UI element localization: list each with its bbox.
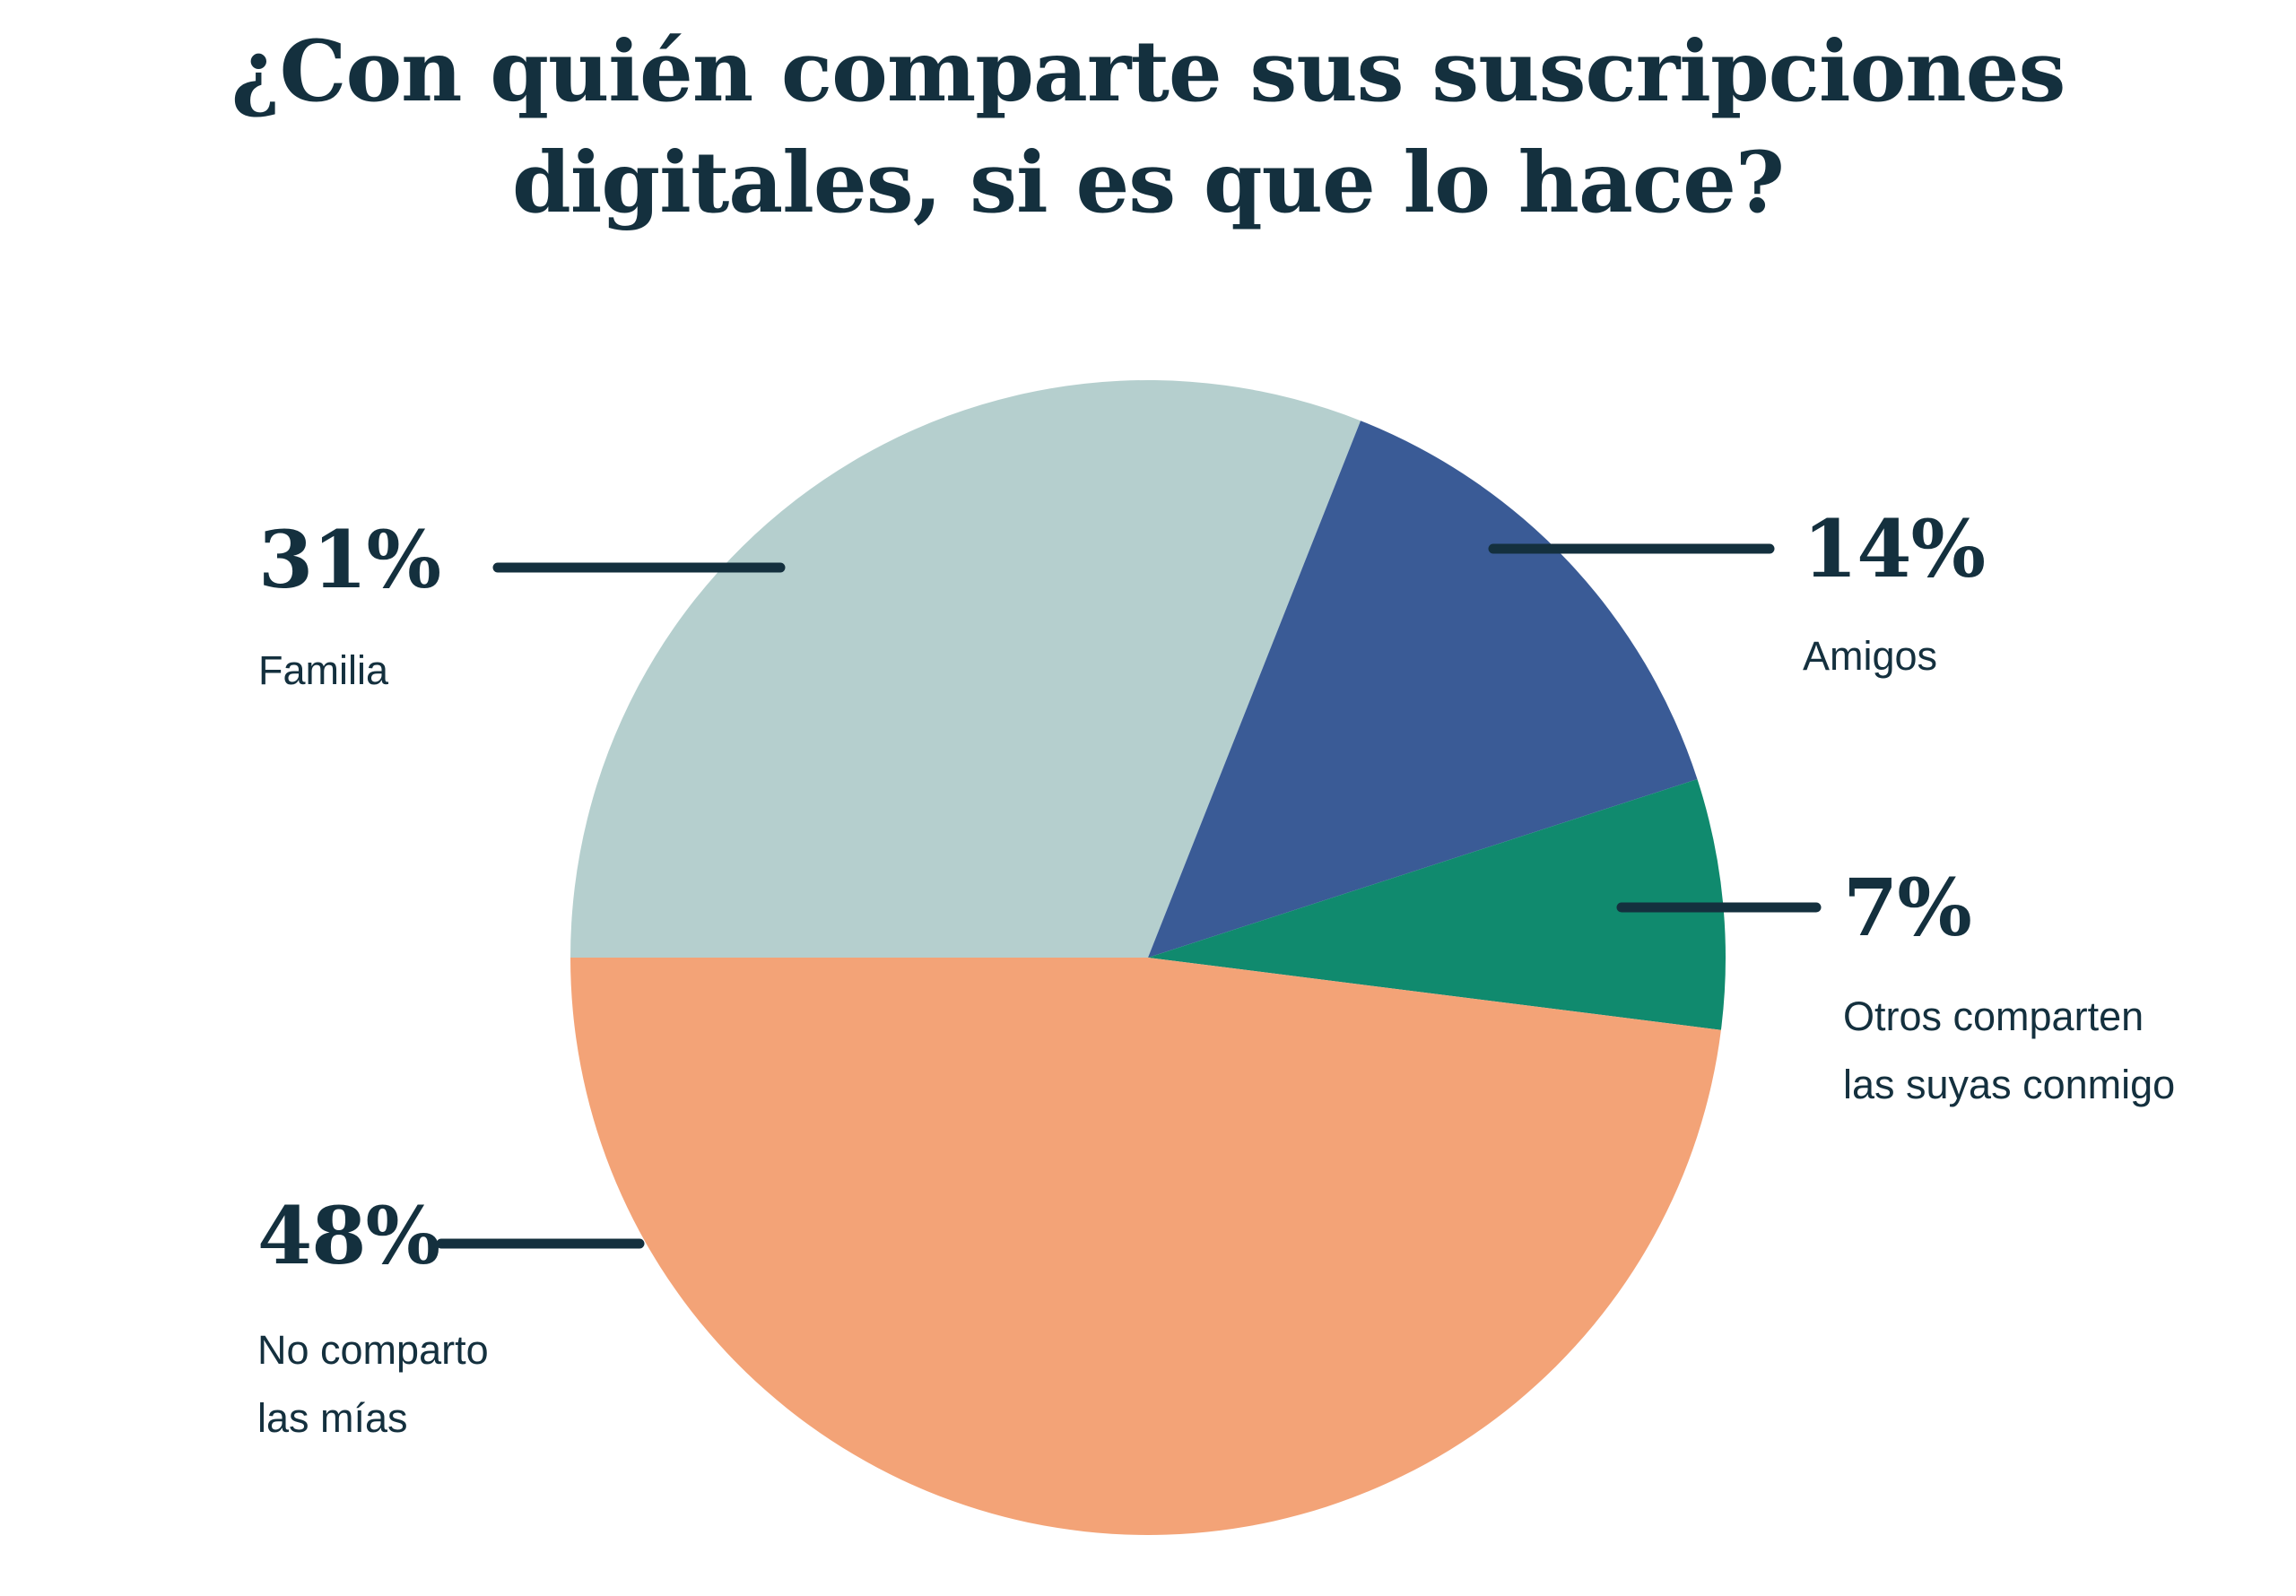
pie-slice-no-comparto (570, 958, 1721, 1535)
familia-percentage: 31% (258, 513, 441, 606)
pie-slice-otros (1148, 778, 1726, 1030)
otros-label: Otros comparten las suyas conmigo (1843, 993, 2176, 1107)
pie-slice-amigos (1148, 421, 1698, 958)
no-comparto-percentage: 48% (257, 1189, 440, 1282)
chart-title: ¿Con quién comparte sus suscripciones di… (230, 22, 2066, 233)
otros-percentage: 7% (1843, 861, 1972, 954)
callout-no-comparto: 48% No comparto las mías (257, 1196, 489, 1452)
callout-amigos: 14% Amigos (1803, 502, 1986, 690)
amigos-percentage: 14% (1803, 502, 1986, 595)
amigos-label: Amigos (1803, 633, 1938, 679)
familia-label: Familia (258, 647, 389, 693)
callout-familia: 31% Familia (258, 513, 441, 705)
no-comparto-label: No comparto las mías (257, 1327, 489, 1441)
pie-slice-familia (570, 379, 1361, 958)
callout-otros: 7% Otros comparten las suyas conmigo (1843, 868, 2175, 1118)
